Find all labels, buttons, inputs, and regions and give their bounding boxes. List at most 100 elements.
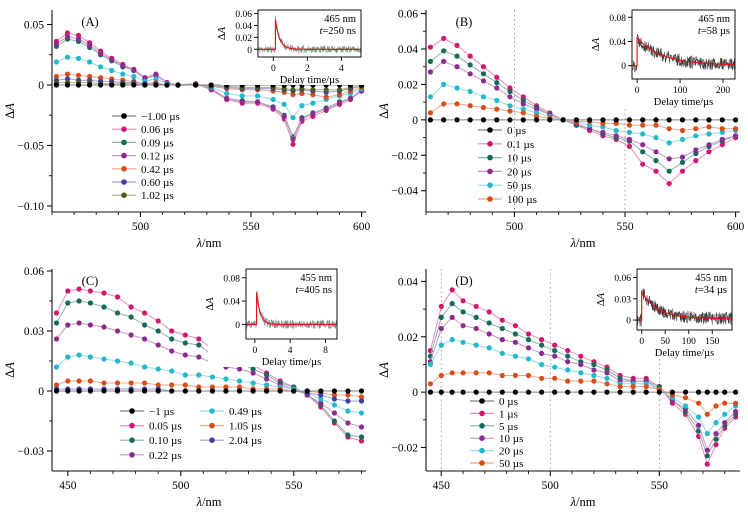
legend-item: 5 µs — [470, 421, 518, 433]
legend-label: 50 µs — [499, 458, 523, 470]
y-axis-label: ΔA — [3, 362, 17, 378]
legend-swatch-dot — [121, 166, 127, 172]
inset-x-tick-label: 4 — [339, 64, 344, 74]
inset-x-tick-label: 8 — [323, 346, 328, 356]
legend-label: 0.05 µs — [149, 421, 182, 433]
y-axis-label: ΔA — [377, 362, 391, 378]
x-tick-label: 500 — [506, 221, 524, 233]
panel-b: 0.06 0.04 0.02 0 −0.02 −0.04 500 550 600 ΔA λ/nm (B… — [374, 0, 748, 259]
legend-label: −1 µs — [149, 406, 174, 418]
legend-item: 1.05 µs — [200, 421, 262, 433]
legend-item: 0.06 µs — [112, 124, 174, 136]
y-tick-label: 0.02 — [398, 332, 418, 344]
inset-y-tick-label: 0 — [247, 46, 252, 56]
legend-swatch-dot — [129, 408, 135, 414]
plot-B: 0.06 0.04 0.02 0 −0.02 −0.04 500 550 600 ΔA λ/nm (B… — [377, 6, 744, 250]
y-tick-label: −0.03 — [17, 446, 44, 458]
legend-item: 0.10 µs — [120, 435, 182, 447]
legend-label: 0.42 µs — [141, 164, 174, 176]
legend-item: 0.22 µs — [120, 450, 182, 462]
inset-y-tick-label: 0.08 — [609, 14, 626, 24]
y-tick-label: 0 — [38, 80, 44, 92]
panel-a-chart: 0.05 0 −0.05 −0.10 500 550 600 ΔA λ/nm (A) −1.00 µ… — [3, 6, 370, 250]
legend-swatch-dot — [209, 422, 215, 429]
legend-label: 50 µs — [507, 180, 531, 192]
legend-item: 20 µs — [478, 166, 531, 178]
inset-x-tick-label: 0 — [252, 346, 257, 356]
panel-corner-label: (B) — [456, 15, 473, 29]
inset-x-tick-label: 4 — [288, 346, 293, 356]
legend-swatch-dot — [121, 152, 127, 159]
inset-y-tick-label: 0.02 — [235, 34, 252, 44]
inset-y-tick-label: 0 — [621, 62, 626, 72]
y-tick-label: −0.05 — [17, 140, 44, 152]
inset-x-tick-label: 2 — [305, 64, 310, 74]
legend-swatch-dot — [209, 408, 215, 414]
panel-corner-label: (D) — [455, 274, 472, 288]
y-tick-label: 0.06 — [24, 266, 44, 278]
legend-swatch-dot — [121, 113, 127, 119]
series-0µs — [427, 389, 739, 395]
y-tick-label: 0.04 — [398, 276, 418, 288]
x-tick-label: 550 — [285, 480, 303, 492]
axes: 0.05 0 −0.05 −0.10 500 550 600 — [17, 10, 370, 233]
inset-x-tick-label: 100 — [682, 337, 697, 347]
axes: 0.06 0.04 0.02 0 −0.02 −0.04 500 550 600 — [391, 9, 744, 233]
legend-item: 1 µs — [470, 408, 518, 420]
legend-swatch-dot — [129, 437, 135, 443]
inset-y-axis-label: ΔA — [205, 297, 216, 311]
inset-x-tick-label: 100 — [673, 86, 688, 96]
inset-annotation-line: t=58 µs — [698, 26, 730, 37]
y-tick-label: 0.06 — [398, 9, 418, 21]
legend-swatch-dot — [121, 192, 127, 198]
inset-y-tick-label: 0.03 — [614, 295, 631, 305]
x-tick-label: 550 — [651, 480, 669, 492]
legend-item: 100 µs — [478, 194, 537, 206]
inset-annotation-line: 455 nm — [300, 273, 332, 284]
series-50µs — [427, 370, 739, 417]
legend-item: 10 µs — [478, 153, 531, 165]
inset-fit-curve — [637, 289, 732, 321]
legend: −1.00 µs0.06 µs0.09 µs 0.12 µs0.42 µs0.60… — [112, 111, 180, 202]
inset-y-tick-label: 0.04 — [223, 298, 240, 308]
legend-item: 0 µs — [470, 396, 518, 408]
inset-x-tick-label: 0 — [635, 86, 640, 96]
inset-y-tick-label: 0.08 — [223, 274, 240, 284]
x-axis-label: λ/nm — [196, 236, 222, 250]
legend-label: 10 µs — [507, 153, 531, 165]
inset-kinetics: 0 0.03 0.06 0 50 100 150 ΔA Delay time/µs 455 nmt… — [596, 265, 738, 359]
legend-label: 0.09 µs — [141, 137, 174, 149]
legend-label: 0.49 µs — [229, 406, 262, 418]
panel-c: 0.06 0.03 0 −0.03 450 500 550 ΔA λ/nm (C) −1 µs 0.0… — [0, 259, 374, 518]
x-axis-label: λ/nm — [570, 495, 596, 509]
inset-annotation-line: 465 nm — [698, 14, 730, 25]
inset-x-tick-label: 200 — [716, 86, 731, 96]
legend-label: 2.04 µs — [229, 435, 262, 447]
legend-item: 0.05 µs — [120, 421, 182, 433]
x-axis-label: λ/nm — [570, 236, 596, 250]
y-tick-label: −0.02 — [391, 150, 418, 162]
legend-swatch-dot — [121, 179, 127, 185]
inset-y-tick-label: 0.04 — [235, 22, 252, 32]
legend-swatch-dot — [487, 168, 493, 175]
legend-swatch-dot — [479, 460, 485, 466]
inset-annotation-line: t=34 µs — [695, 285, 727, 296]
legend-item: 1.02 µs — [112, 190, 174, 202]
legend: −1 µs 0.05 µs 0.10 µs 0.22 µs 0.49 µs 1.05 µs… — [120, 406, 262, 462]
legend-label: 0.06 µs — [141, 124, 174, 136]
inset-annotation-line: 455 nm — [695, 273, 727, 284]
legend-item: −1.00 µs — [112, 111, 180, 123]
legend-label: 1 µs — [499, 408, 518, 420]
legend-swatch-dot — [487, 141, 493, 147]
legend-item: 0.49 µs — [200, 406, 262, 418]
inset-kinetics: 0 0.02 0.04 0.06 0 2 4 ΔA Delay time/µs 465 nmt=2… — [217, 6, 367, 86]
legend-item: 10 µs — [470, 433, 523, 445]
panel-corner-label: (A) — [81, 15, 98, 29]
x-tick-label: 500 — [172, 480, 190, 492]
series-20µs — [427, 337, 739, 437]
